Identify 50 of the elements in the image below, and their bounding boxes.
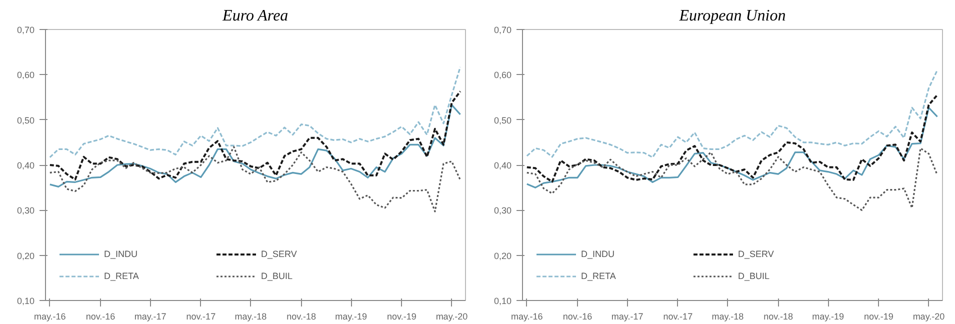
x-tick-label: may.-17	[134, 312, 166, 322]
x-tick-label: nov.-19	[387, 312, 416, 322]
x-tick-label: may.-16	[34, 312, 66, 322]
y-tick-label: 0,40	[16, 160, 35, 170]
x-tick-label: nov.-16	[86, 312, 116, 322]
y-tick-label: 0,10	[16, 296, 35, 306]
line-series	[526, 69, 938, 158]
legend-label: D_BUIL	[738, 271, 771, 281]
line-series	[526, 94, 938, 183]
legend-label: D_RETA	[581, 271, 617, 281]
y-tick-label: 0,50	[16, 115, 35, 126]
legend-label: D_BUIL	[261, 271, 294, 281]
y-tick-label: 0,60	[494, 70, 512, 80]
line-series	[526, 106, 938, 188]
x-tick-label: nov.-18	[286, 312, 316, 322]
line-series	[48, 90, 462, 180]
legend-label: D_INDU	[104, 249, 139, 259]
x-tick-label: nov.-18	[764, 312, 793, 322]
y-tick-label: 0,70	[494, 25, 512, 35]
x-tick-label: nov.-19	[864, 312, 894, 322]
y-tick-label: 0,10	[494, 296, 512, 306]
y-tick-label: 0,30	[494, 206, 512, 216]
legend-label: D_SERV	[738, 249, 775, 259]
chart-title: European Union	[678, 8, 786, 24]
x-tick-label: may.-18	[712, 312, 744, 322]
y-tick-label: 0,30	[16, 206, 35, 216]
x-tick-label: may.-20	[912, 312, 945, 322]
y-tick-label: 0,20	[494, 250, 512, 261]
legend-label: D_INDU	[581, 249, 616, 259]
y-tick-label: 0,50	[494, 115, 512, 126]
y-tick-label: 0,20	[16, 250, 35, 261]
x-tick-label: nov.-17	[663, 312, 693, 322]
line-series	[49, 104, 462, 188]
legend-label: D_SERV	[261, 249, 298, 259]
x-tick-label: may.-18	[234, 312, 267, 322]
y-tick-label: 0,60	[16, 70, 35, 80]
line-series	[49, 66, 462, 158]
x-tick-label: nov.-16	[562, 312, 592, 322]
x-tick-label: may.-19	[812, 312, 844, 322]
x-tick-label: may.-16	[510, 312, 543, 322]
line-series	[526, 147, 938, 211]
x-tick-label: nov.-17	[186, 312, 216, 322]
y-tick-label: 0,70	[16, 25, 35, 35]
line-series	[49, 146, 462, 212]
x-tick-label: may.-19	[335, 312, 367, 322]
x-tick-label: may.-17	[611, 312, 644, 322]
x-tick-label: may.-20	[436, 312, 468, 322]
legend-label: D_RETA	[104, 271, 140, 281]
y-tick-label: 0,40	[494, 160, 512, 170]
chart-title: Euro Area	[222, 8, 288, 24]
